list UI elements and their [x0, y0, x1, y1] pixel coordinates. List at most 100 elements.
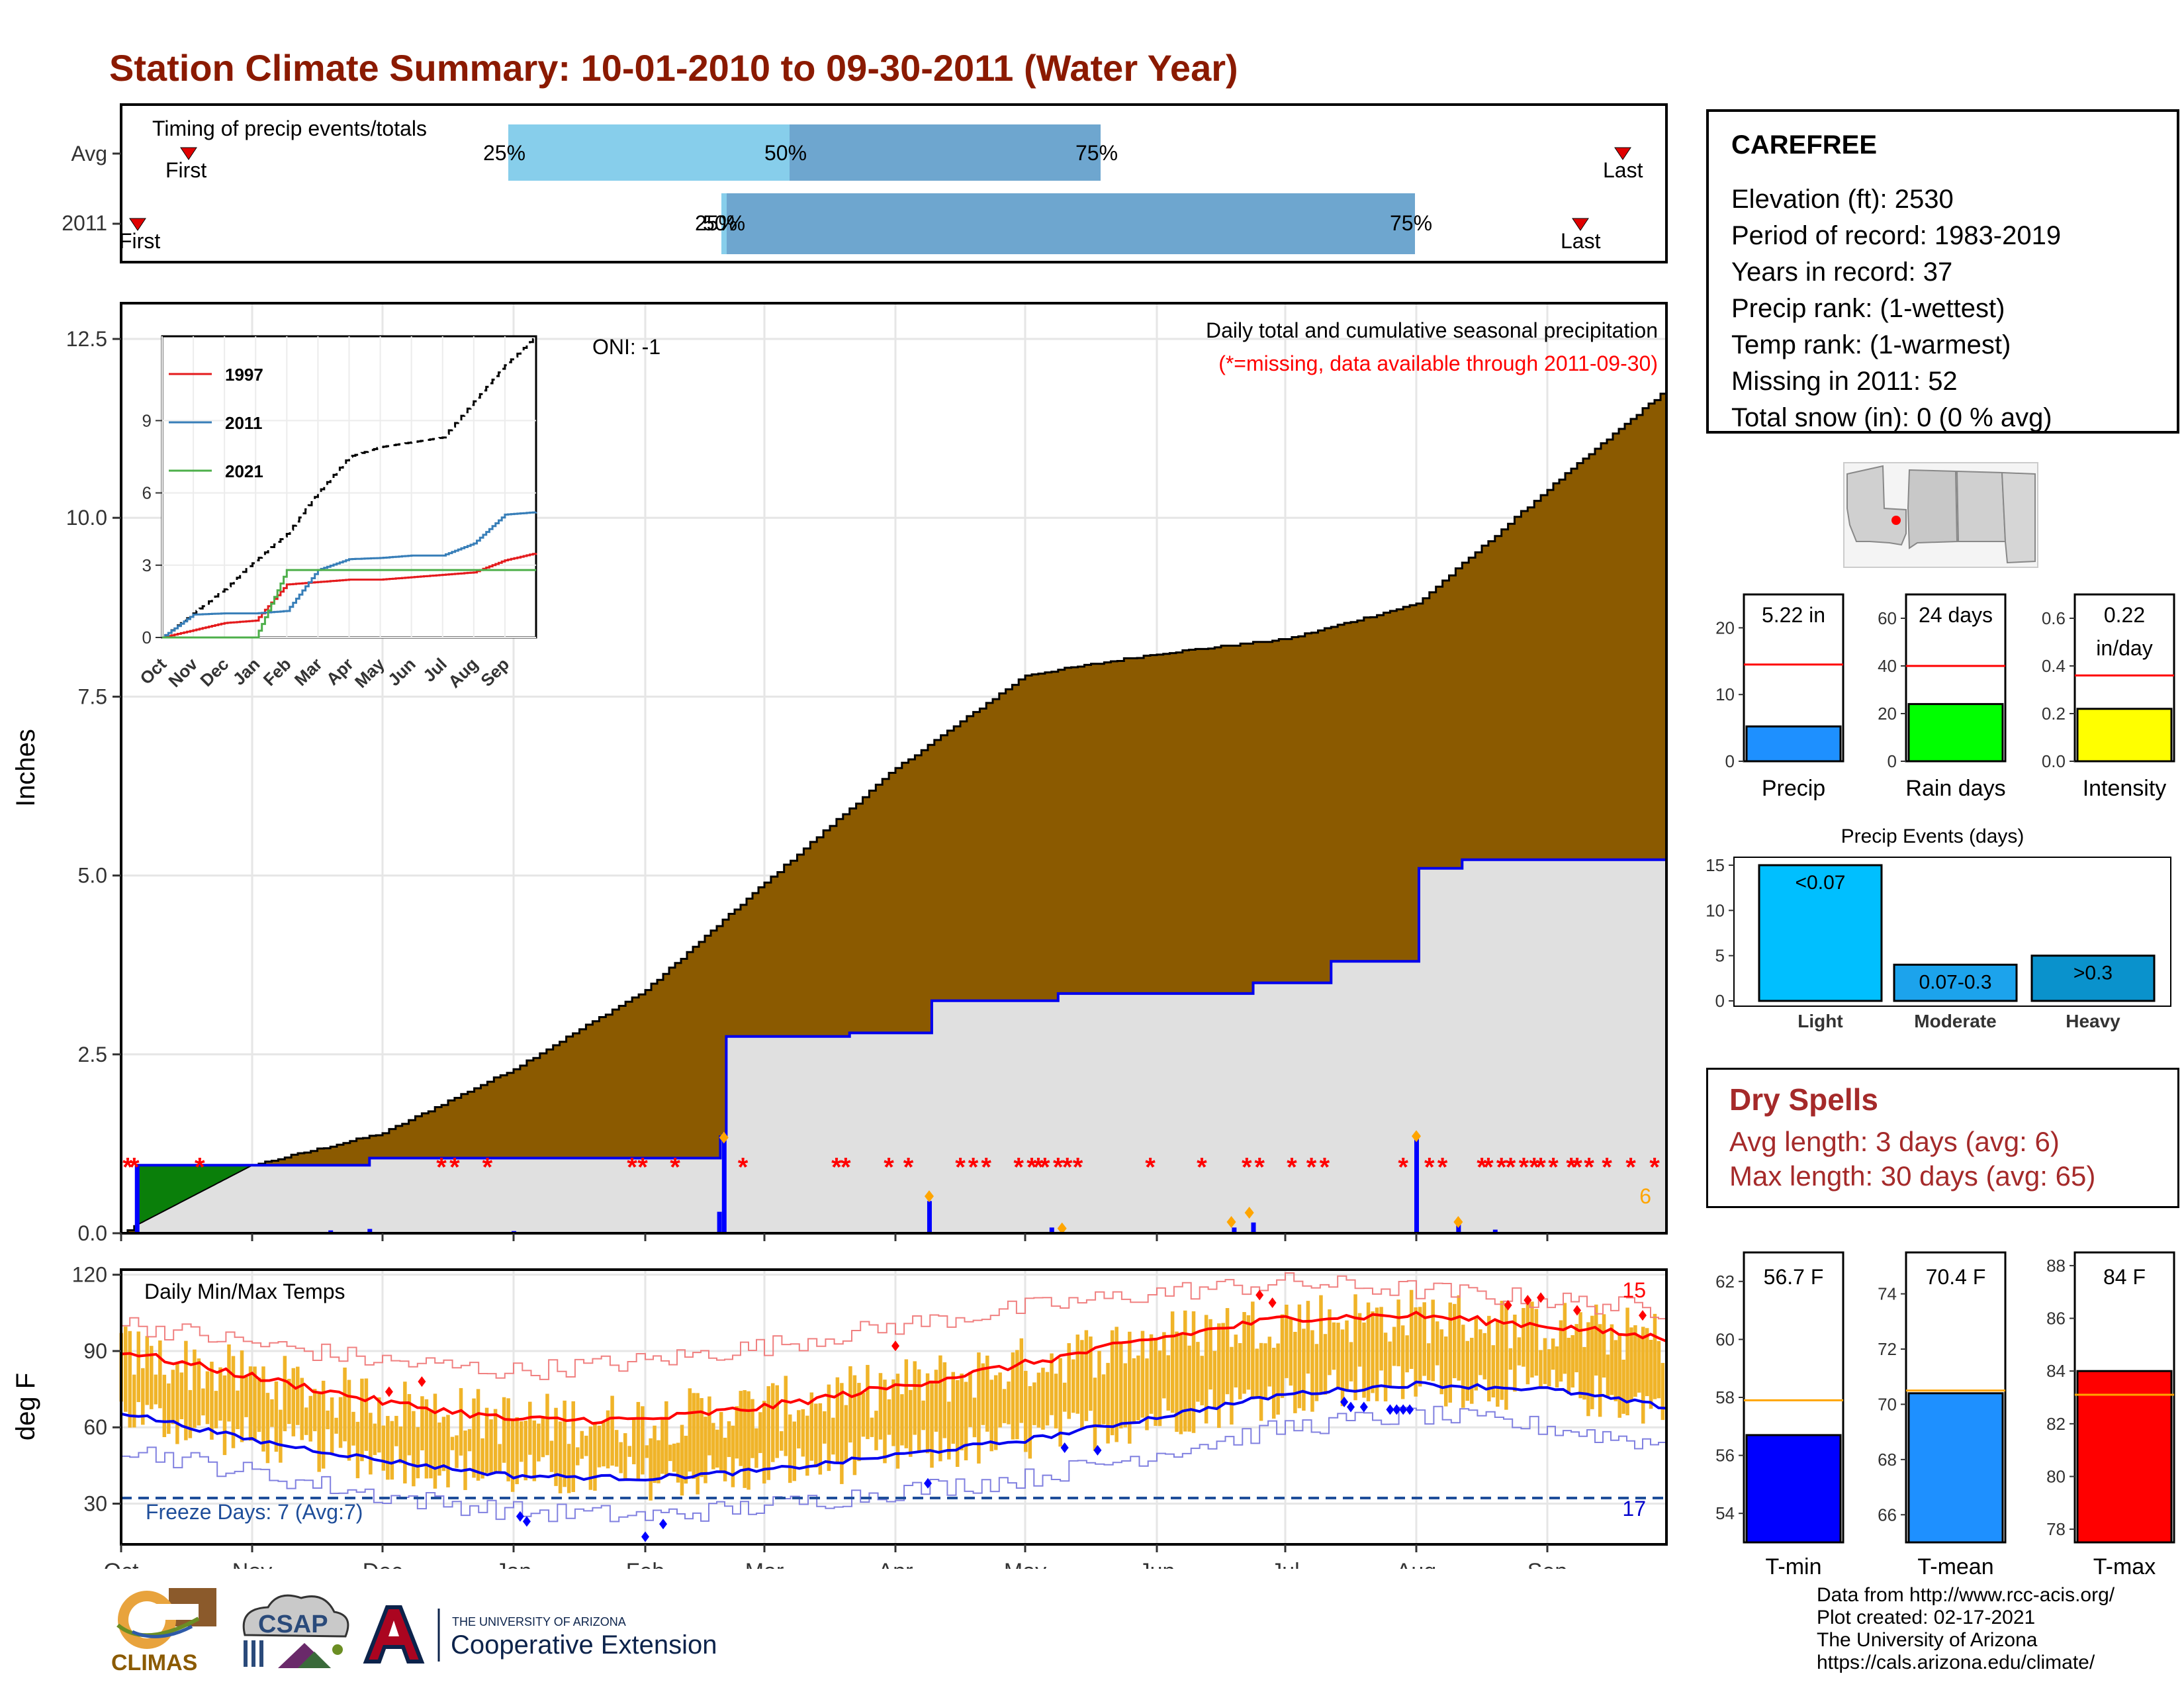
- temp-day-bar: [480, 1438, 484, 1479]
- temp-day-bar: [576, 1447, 580, 1466]
- temp-day-bar: [1200, 1356, 1205, 1405]
- missing-star-24: *: [1145, 1152, 1156, 1182]
- temp-day-bar: [993, 1375, 998, 1450]
- station-missing: Missing in 2011: 52: [1731, 367, 1958, 396]
- missing-star-11: *: [841, 1152, 851, 1182]
- temp-x-axis: Oct Nov Dec Jan Feb Mar Apr May Jun Jul Aug Sep: [104, 1544, 1567, 1569]
- daily-precip-bar-11: [1492, 1229, 1498, 1233]
- temp-day-bar: [433, 1393, 437, 1489]
- precip-caption: Daily total and cumulative seasonal prec…: [1206, 318, 1658, 342]
- temp-day-bar: [386, 1416, 390, 1480]
- temp-day-bar: [593, 1423, 597, 1491]
- temp-day-bar: [136, 1331, 141, 1403]
- record-high-marker-3: [1255, 1289, 1264, 1301]
- temp-xtick-9: Jul: [1271, 1559, 1299, 1569]
- temp-day-bar: [1610, 1324, 1614, 1395]
- timing-row-label-2011: 2011: [62, 211, 107, 235]
- record-high-marker-2: [891, 1340, 899, 1352]
- temp-day-bar: [606, 1410, 610, 1469]
- missing-star-9: *: [738, 1152, 749, 1182]
- temp-day-bar: [1594, 1304, 1598, 1376]
- temp-day-bar: [1539, 1350, 1543, 1389]
- temp-day-bar: [360, 1378, 364, 1462]
- temp-xtick-1: Nov: [232, 1559, 272, 1569]
- temp-day-bar: [1332, 1322, 1336, 1370]
- temp-day-bar: [1487, 1315, 1491, 1402]
- temp-day-bar: [747, 1391, 751, 1490]
- temp-ytick-1: 60: [83, 1415, 107, 1439]
- temp-day-bar: [1474, 1318, 1479, 1391]
- temp-day-bar: [437, 1422, 441, 1476]
- temp-day-bar: [1154, 1339, 1158, 1427]
- temp-day-bar: [1251, 1301, 1255, 1399]
- temp-day-bar: [300, 1378, 304, 1440]
- mini-precip-value: 5.22 in: [1762, 603, 1825, 627]
- mini-tmin-ytick-3: 60: [1715, 1329, 1735, 1349]
- temp-day-bar: [735, 1406, 739, 1459]
- temp-day-bar: [844, 1405, 848, 1462]
- temp-day-bar: [1614, 1340, 1618, 1401]
- temp-day-bar: [308, 1395, 312, 1442]
- events-bar-label-moderate: 0.07-0.3: [1919, 971, 1991, 993]
- temp-day-bar: [1187, 1345, 1191, 1432]
- mini-tmean-label: T-mean: [1917, 1554, 1993, 1579]
- inset-ytick-2: 6: [142, 483, 152, 503]
- temp-day-bar: [1183, 1310, 1187, 1432]
- record-high-marker-8: [1573, 1305, 1581, 1316]
- record-high-marker-9: [1639, 1310, 1647, 1321]
- temp-day-bar: [1263, 1343, 1267, 1399]
- missing-star-44: *: [1584, 1152, 1594, 1182]
- temp-day-bar: [1641, 1327, 1645, 1424]
- temp-day-bar: [887, 1399, 891, 1435]
- timing-avg-last-marker: [1614, 147, 1631, 160]
- daily-precip-bar-5: [927, 1201, 932, 1233]
- mini-chart-intensity: 0.0 0.2 0.4 0.6 0.22 in/day Intensity: [2042, 593, 2175, 801]
- temp-y-axis: 30 60 90 120: [72, 1263, 121, 1516]
- temp-day-bar: [1602, 1314, 1606, 1378]
- temp-day-bar: [201, 1388, 205, 1416]
- temp-day-bar: [1080, 1340, 1084, 1429]
- temp-day-bar: [1175, 1331, 1179, 1432]
- record-high-marker-6: [1524, 1295, 1532, 1306]
- temp-day-bar: [312, 1389, 317, 1432]
- missing-star-23: *: [1073, 1152, 1083, 1182]
- hot-count: 15: [1622, 1278, 1646, 1302]
- record-high-marker-7: [1537, 1292, 1545, 1303]
- temp-day-bar: [623, 1433, 627, 1481]
- daily-precip-bar-3: [717, 1211, 722, 1233]
- temp-day-bar: [1349, 1342, 1353, 1382]
- mini-tmin-ytick-0: 54: [1715, 1503, 1735, 1523]
- temp-day-bar: [1543, 1338, 1547, 1384]
- temp-day-bar: [688, 1388, 692, 1472]
- temp-day-bar: [938, 1355, 942, 1462]
- temp-day-bar: [330, 1397, 334, 1456]
- temp-day-bar: [141, 1368, 145, 1425]
- missing-note: (*=missing, data available through 2011-…: [1218, 352, 1658, 375]
- daily-precip-bar-2: [367, 1229, 373, 1233]
- temp-day-bar: [955, 1380, 960, 1467]
- mini-tmax-bar: [2076, 1370, 2173, 1544]
- temp-day-bar: [805, 1415, 809, 1476]
- temp-day-bar: [680, 1425, 684, 1496]
- missing-star-28: *: [1287, 1152, 1297, 1182]
- timing-avg-p25: 25%: [483, 141, 525, 165]
- temp-day-bar: [510, 1421, 515, 1492]
- events-bar-heavy: [2030, 955, 2156, 1002]
- temp-day-bar: [1465, 1340, 1470, 1401]
- inset-ytick-3: 9: [142, 410, 152, 430]
- missing-star-38: *: [1519, 1152, 1529, 1182]
- timing-2011-p25: 25%: [695, 211, 737, 235]
- temp-day-bar: [1132, 1358, 1136, 1423]
- temp-day-bar: [792, 1421, 797, 1481]
- timing-2011-bar-50-75: [727, 193, 1415, 254]
- temp-day-bar: [766, 1386, 770, 1480]
- temp-day-bar: [528, 1401, 532, 1455]
- missing-star-30: *: [1320, 1152, 1330, 1182]
- temp-day-bar: [700, 1398, 704, 1477]
- temp-day-bar: [1328, 1309, 1332, 1376]
- temp-day-bar: [930, 1380, 934, 1468]
- mini-intensity-unit: in/day: [2096, 636, 2152, 660]
- precip-areas: [120, 389, 1668, 1235]
- temp-day-bar: [476, 1389, 480, 1481]
